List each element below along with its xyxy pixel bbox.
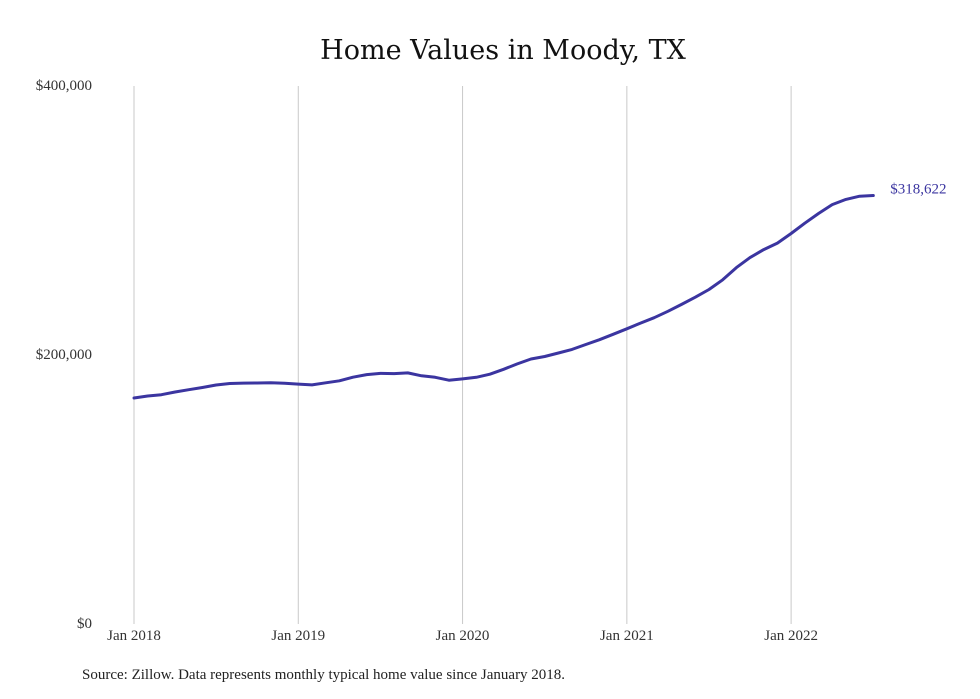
y-tick-label: $0 bbox=[77, 616, 92, 632]
gridlines bbox=[133, 86, 792, 624]
x-tick-label: Jan 2022 bbox=[764, 628, 818, 644]
x-tick-label: Jan 2021 bbox=[600, 628, 654, 644]
y-tick-label: $200,000 bbox=[36, 347, 92, 363]
end-value-label: $318,622 bbox=[890, 181, 946, 197]
x-axis-ticks: Jan 2018 Jan 2019 Jan 2020 Jan 2021 Jan 2022 bbox=[107, 628, 818, 644]
x-tick-label: Jan 2020 bbox=[436, 628, 490, 644]
series-line bbox=[132, 194, 875, 400]
x-tick-label: Jan 2019 bbox=[271, 628, 325, 644]
x-tick-label: Jan 2018 bbox=[107, 628, 161, 644]
y-axis-ticks: $0 $200,000 $400,000 bbox=[36, 78, 92, 632]
y-tick-label: $400,000 bbox=[36, 78, 92, 94]
chart-title: Home Values in Moody, TX bbox=[320, 35, 686, 66]
source-note: Source: Zillow. Data represents monthly … bbox=[82, 667, 566, 683]
series-group bbox=[132, 194, 875, 400]
line-chart: Home Values in Moody, TX $0 $200,000 $400,… bbox=[36, 35, 947, 644]
